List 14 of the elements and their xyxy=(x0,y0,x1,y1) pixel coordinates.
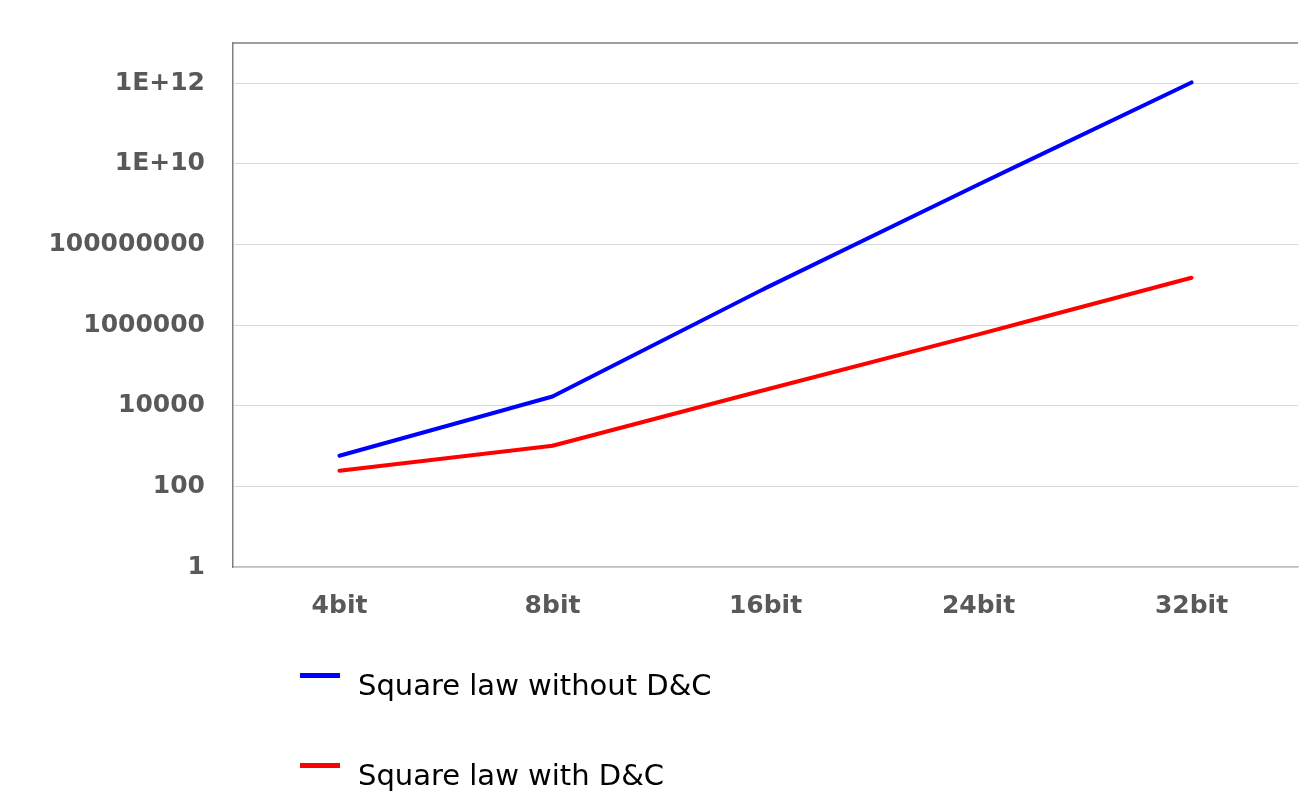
x-tick-label: 4bit xyxy=(311,589,368,619)
x-tick-label: 32bit xyxy=(1154,589,1229,619)
x-tick-label: 24bit xyxy=(941,589,1016,619)
legend-label: Square law without D&C xyxy=(358,668,712,702)
y-tick-label: 100 xyxy=(152,469,205,499)
y-tick-label: 1 xyxy=(187,550,205,580)
y-tick-label: 100000000 xyxy=(48,228,205,258)
y-tick-label: 10000 xyxy=(118,389,205,419)
x-tick-label: 8bit xyxy=(524,589,581,619)
y-tick-label: 1000000 xyxy=(83,308,205,338)
y-tick-label: 1E+12 xyxy=(114,66,205,96)
y-tick-label: 1E+10 xyxy=(114,147,205,177)
legend-label: Square law with D&C xyxy=(358,758,665,792)
x-tick-label: 16bit xyxy=(728,589,803,619)
